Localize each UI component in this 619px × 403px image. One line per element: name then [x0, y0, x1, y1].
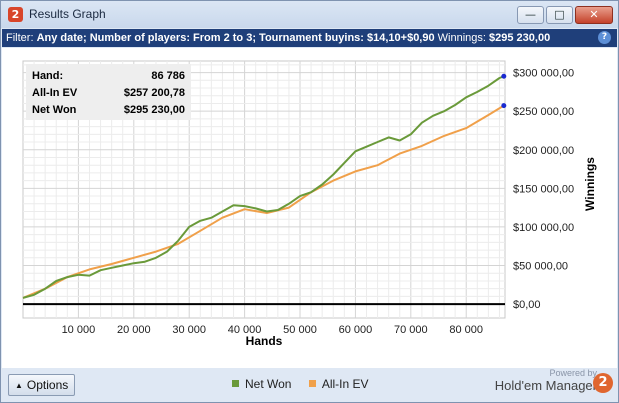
x-tick-label: 10 000	[62, 324, 96, 336]
bottom-bar: ▲ Options Net Won All-In EV Powered by Ho…	[2, 368, 617, 402]
app-logo-icon: 2	[8, 7, 23, 22]
legend-net-won-label: Net Won	[245, 377, 292, 391]
series-lines	[22, 73, 507, 299]
brand-name: Hold'em Manager	[494, 378, 597, 393]
stat-hand-label: Hand:	[32, 70, 63, 82]
close-button[interactable]: ✕	[575, 6, 613, 24]
x-axis-ticks: 10 000 20 000 30 000 40 000 50 000 60 000 70 0…	[62, 324, 483, 336]
filter-label: Filter:	[6, 32, 34, 44]
y-tick-label: $250 000,00	[513, 106, 574, 118]
y-tick-label: $0,00	[513, 299, 541, 311]
winnings-label: Winnings:	[437, 32, 486, 44]
maximize-button[interactable]: □	[546, 6, 573, 24]
expand-arrow-icon: ▲	[15, 381, 23, 390]
legend-net-won: Net Won	[232, 377, 291, 391]
options-button[interactable]: ▲ Options	[8, 374, 75, 396]
graph-panel: 10 000 20 000 30 000 40 000 50 000 60 000 70 0…	[2, 48, 617, 368]
filter-text: Any date; Number of players: From 2 to 3…	[36, 32, 435, 44]
stat-net-won-value: $295 230,00	[124, 104, 185, 116]
results-chart: 10 000 20 000 30 000 40 000 50 000 60 000 70 0…	[22, 60, 597, 348]
brand-block: Powered by Hold'em Manager 2	[494, 368, 613, 393]
x-tick-label: 30 000	[172, 324, 206, 336]
y-tick-label: $150 000,00	[513, 183, 574, 195]
filter-bar: Filter: Any date; Number of players: Fro…	[2, 29, 617, 47]
y-tick-label: $50 000,00	[513, 261, 568, 273]
stat-allin-ev-value: $257 200,78	[124, 87, 185, 99]
stats-box: Hand: 86 786 All-In EV $257 200,78 Net W…	[26, 64, 191, 120]
y-axis-label: Winnings	[583, 157, 597, 211]
help-icon[interactable]: ?	[598, 31, 611, 44]
x-tick-label: 70 000	[394, 324, 428, 336]
stat-net-won-label: Net Won	[32, 104, 77, 116]
stat-hand-value: 86 786	[151, 70, 185, 82]
series-net-won-endpoint	[501, 73, 507, 79]
y-tick-label: $100 000,00	[513, 222, 574, 234]
legend-net-won-swatch	[232, 380, 239, 387]
legend-allin-ev-swatch	[308, 380, 316, 387]
brand-logo-icon: 2	[593, 373, 613, 393]
window-title: Results Graph	[29, 7, 106, 21]
legend-allin-ev-label: All-In EV	[321, 377, 369, 391]
y-tick-label: $300 000,00	[513, 68, 574, 80]
x-tick-label: 60 000	[339, 324, 373, 336]
chart-legend: Net Won All-In EV	[232, 377, 383, 391]
y-axis-ticks: $0,00 $50 000,00 $100 000,00 $150 000,00 $20…	[513, 68, 574, 312]
options-label: Options	[26, 378, 69, 392]
x-tick-label: 80 000	[449, 324, 483, 336]
winnings-value: $295 230,00	[489, 32, 551, 44]
series-net-won-line	[22, 75, 505, 299]
legend-allin-ev: All-In EV	[308, 377, 369, 391]
x-tick-label: 40 000	[228, 324, 262, 336]
series-all-in-ev-endpoint	[501, 103, 507, 109]
title-bar: 2 Results Graph — □ ✕	[1, 1, 618, 28]
series-all-in-ev-line	[22, 104, 505, 299]
y-tick-label: $200 000,00	[513, 145, 574, 157]
x-tick-label: 50 000	[283, 324, 317, 336]
x-tick-label: 20 000	[117, 324, 151, 336]
minimize-button[interactable]: —	[517, 6, 544, 24]
powered-by-text: Powered by	[549, 368, 597, 378]
stat-allin-ev-label: All-In EV	[32, 87, 78, 99]
x-axis-label: Hands	[246, 334, 283, 348]
